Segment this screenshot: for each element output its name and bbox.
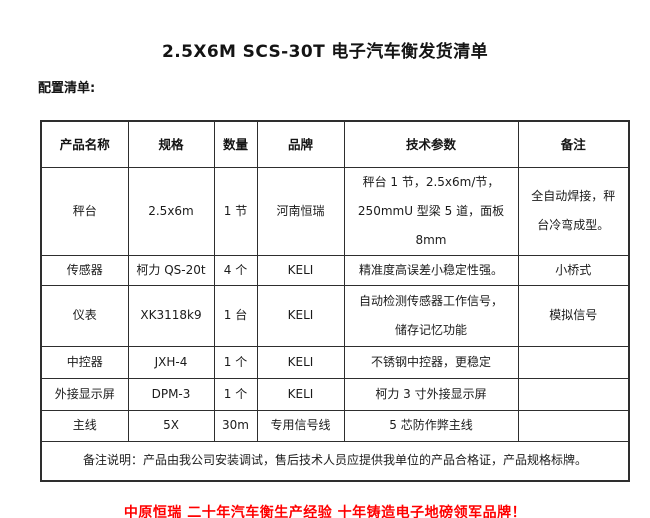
column-header-params: 技术参数	[343, 120, 519, 168]
spec-cell: 5X	[127, 409, 215, 442]
brand-cell: 专用信号线	[256, 409, 345, 442]
note-cell	[517, 409, 630, 442]
column-header-qty: 数量	[213, 120, 258, 168]
table-row: 外接显示屏 DPM-3 1 个 KELI 柯力 3 寸外接显示屏	[40, 377, 630, 411]
qty-cell: 30m	[213, 409, 258, 442]
page-title: 2.5X6M SCS-30T 电子汽车衡发货清单	[162, 42, 488, 62]
product-name-cell: 中控器	[40, 345, 129, 379]
product-name-cell: 仪表	[40, 284, 129, 347]
params-cell: 柯力 3 寸外接显示屏	[343, 377, 519, 411]
config-list-label: 配置清单:	[38, 81, 96, 96]
product-name-cell: 主线	[40, 409, 129, 442]
column-header-brand: 品牌	[256, 120, 345, 168]
column-header-spec: 规格	[127, 120, 215, 168]
table-row: 仪表 XK3118k9 1 台 KELI 自动检测传感器工作信号， 储存记忆功能…	[40, 284, 630, 347]
params-cell: 自动检测传感器工作信号， 储存记忆功能	[343, 284, 519, 347]
spec-cell: XK3118k9	[127, 284, 215, 347]
qty-cell: 4 个	[213, 254, 258, 286]
params-cell: 精准度高误差小稳定性强。	[343, 254, 519, 286]
brand-cell: KELI	[256, 345, 345, 379]
qty-cell: 1 节	[213, 166, 258, 256]
qty-cell: 1 个	[213, 377, 258, 411]
footer-slogan: 中原恒瑞 二十年汽车衡生产经验 十年铸造电子地磅领军品牌！	[123, 505, 527, 518]
note-cell: 小桥式	[517, 254, 630, 286]
note-cell: 模拟信号	[517, 284, 630, 347]
spec-cell: 2.5x6m	[127, 166, 215, 256]
column-header-note: 备注	[517, 120, 630, 168]
spec-cell: 柯力 QS-20t	[127, 254, 215, 286]
note-cell	[517, 377, 630, 411]
qty-cell: 1 台	[213, 284, 258, 347]
spec-table: 产品名称 规格 数量 品牌 技术参数 备注 秤台 2.5x6m 1 节 河南恒瑞…	[40, 120, 630, 482]
remark-row: 备注说明：产品由我公司安装调试，售后技术人员应提供我单位的产品合格证，产品规格标…	[40, 440, 630, 482]
remark-cell: 备注说明：产品由我公司安装调试，售后技术人员应提供我单位的产品合格证，产品规格标…	[40, 440, 630, 482]
product-name-cell: 传感器	[40, 254, 129, 286]
spec-cell: JXH-4	[127, 345, 215, 379]
table-row: 主线 5X 30m 专用信号线 5 芯防作弊主线	[40, 409, 630, 442]
column-header-product-name: 产品名称	[40, 120, 129, 168]
params-cell: 秤台 1 节，2.5x6m/节， 250mmU 型梁 5 道，面板 8mm	[343, 166, 519, 256]
brand-cell: 河南恒瑞	[256, 166, 345, 256]
table-row: 中控器 JXH-4 1 个 KELI 不锈钢中控器，更稳定	[40, 345, 630, 379]
brand-cell: KELI	[256, 377, 345, 411]
params-cell: 不锈钢中控器，更稳定	[343, 345, 519, 379]
params-cell: 5 芯防作弊主线	[343, 409, 519, 442]
qty-cell: 1 个	[213, 345, 258, 379]
table-header-row: 产品名称 规格 数量 品牌 技术参数 备注	[40, 120, 630, 168]
brand-cell: KELI	[256, 254, 345, 286]
note-cell	[517, 345, 630, 379]
spec-cell: DPM-3	[127, 377, 215, 411]
note-cell: 全自动焊接，秤 台冷弯成型。	[517, 166, 630, 256]
product-name-cell: 外接显示屏	[40, 377, 129, 411]
table-row: 秤台 2.5x6m 1 节 河南恒瑞 秤台 1 节，2.5x6m/节， 250m…	[40, 166, 630, 256]
table-row: 传感器 柯力 QS-20t 4 个 KELI 精准度高误差小稳定性强。 小桥式	[40, 254, 630, 286]
product-name-cell: 秤台	[40, 166, 129, 256]
brand-cell: KELI	[256, 284, 345, 347]
